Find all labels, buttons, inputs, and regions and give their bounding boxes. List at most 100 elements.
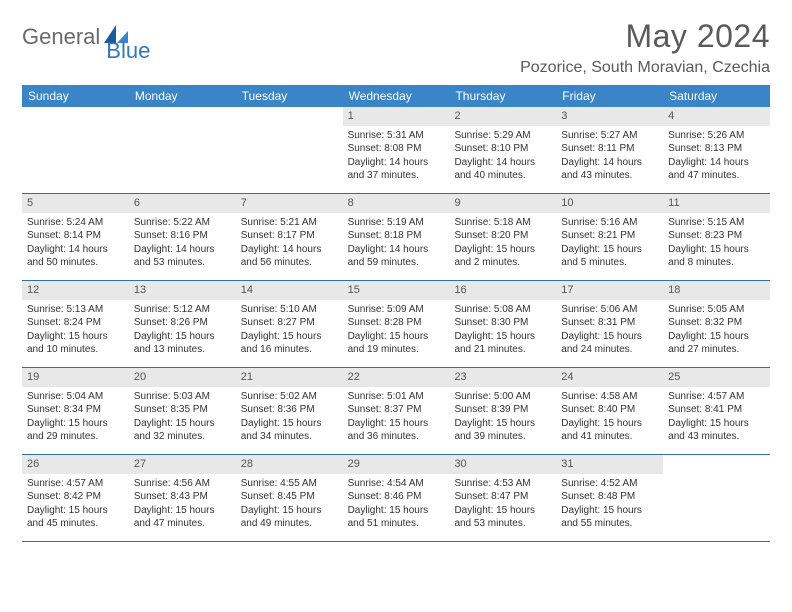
day-number: 22 [343, 368, 450, 387]
day-cell: 17Sunrise: 5:06 AMSunset: 8:31 PMDayligh… [556, 281, 663, 367]
day-cell [129, 107, 236, 193]
sunrise-text: Sunrise: 4:58 AM [561, 390, 658, 404]
daylight-text: Daylight: 15 hours and 53 minutes. [454, 504, 551, 531]
day-cell: 24Sunrise: 4:58 AMSunset: 8:40 PMDayligh… [556, 368, 663, 454]
sunrise-text: Sunrise: 5:15 AM [668, 216, 765, 230]
day-cell [663, 455, 770, 541]
weekday-label: Friday [556, 85, 663, 107]
day-cell: 11Sunrise: 5:15 AMSunset: 8:23 PMDayligh… [663, 194, 770, 280]
weekday-label: Thursday [449, 85, 556, 107]
sunset-text: Sunset: 8:24 PM [27, 316, 124, 330]
sunrise-text: Sunrise: 5:00 AM [454, 390, 551, 404]
sunrise-text: Sunrise: 5:21 AM [241, 216, 338, 230]
sunrise-text: Sunrise: 4:57 AM [27, 477, 124, 491]
sunrise-text: Sunrise: 5:03 AM [134, 390, 231, 404]
sunset-text: Sunset: 8:21 PM [561, 229, 658, 243]
weekday-header-row: Sunday Monday Tuesday Wednesday Thursday… [22, 85, 770, 107]
daylight-text: Daylight: 14 hours and 53 minutes. [134, 243, 231, 270]
day-number: 14 [236, 281, 343, 300]
sunset-text: Sunset: 8:42 PM [27, 490, 124, 504]
daylight-text: Daylight: 15 hours and 51 minutes. [348, 504, 445, 531]
calendar-grid: Sunday Monday Tuesday Wednesday Thursday… [22, 85, 770, 542]
sunset-text: Sunset: 8:10 PM [454, 142, 551, 156]
sunrise-text: Sunrise: 5:10 AM [241, 303, 338, 317]
sunset-text: Sunset: 8:39 PM [454, 403, 551, 417]
daylight-text: Daylight: 15 hours and 27 minutes. [668, 330, 765, 357]
sunrise-text: Sunrise: 4:52 AM [561, 477, 658, 491]
sunset-text: Sunset: 8:23 PM [668, 229, 765, 243]
daylight-text: Daylight: 15 hours and 43 minutes. [668, 417, 765, 444]
daylight-text: Daylight: 15 hours and 34 minutes. [241, 417, 338, 444]
day-number: 16 [449, 281, 556, 300]
sunrise-text: Sunrise: 5:29 AM [454, 129, 551, 143]
sunrise-text: Sunrise: 5:04 AM [27, 390, 124, 404]
day-number: 7 [236, 194, 343, 213]
brand-part1: General [22, 24, 100, 50]
day-cell: 31Sunrise: 4:52 AMSunset: 8:48 PMDayligh… [556, 455, 663, 541]
day-cell: 26Sunrise: 4:57 AMSunset: 8:42 PMDayligh… [22, 455, 129, 541]
sunset-text: Sunset: 8:43 PM [134, 490, 231, 504]
day-cell: 18Sunrise: 5:05 AMSunset: 8:32 PMDayligh… [663, 281, 770, 367]
day-cell: 21 Sunrise: 5:02 AMSunset: 8:36 PMDayligh… [236, 368, 343, 454]
sunset-text: Sunset: 8:18 PM [348, 229, 445, 243]
sunset-text: Sunset: 8:48 PM [561, 490, 658, 504]
sunrise-text: Sunrise: 5:26 AM [668, 129, 765, 143]
week-row: 1Sunrise: 5:31 AMSunset: 8:08 PMDaylight… [22, 107, 770, 194]
location-text: Pozorice, South Moravian, Czechia [520, 59, 770, 77]
sunset-text: Sunset: 8:41 PM [668, 403, 765, 417]
sunrise-text: Sunrise: 5:05 AM [668, 303, 765, 317]
daylight-text: Daylight: 15 hours and 47 minutes. [134, 504, 231, 531]
day-cell: 4Sunrise: 5:26 AMSunset: 8:13 PMDaylight… [663, 107, 770, 193]
calendar-page: General Blue May 2024 Pozorice, South Mo… [0, 0, 792, 560]
sunrise-text: Sunrise: 5:27 AM [561, 129, 658, 143]
sunset-text: Sunset: 8:28 PM [348, 316, 445, 330]
day-number: 3 [556, 107, 663, 126]
brand-part2: Blue [106, 38, 150, 64]
week-row: 12Sunrise: 5:13 AMSunset: 8:24 PMDayligh… [22, 281, 770, 368]
weekday-label: Wednesday [343, 85, 450, 107]
day-number: 5 [22, 194, 129, 213]
day-number: 15 [343, 281, 450, 300]
page-header: General Blue May 2024 Pozorice, South Mo… [22, 18, 770, 77]
day-cell: 29Sunrise: 4:54 AMSunset: 8:46 PMDayligh… [343, 455, 450, 541]
sunset-text: Sunset: 8:36 PM [241, 403, 338, 417]
sunrise-text: Sunrise: 5:02 AM [241, 390, 338, 404]
sunset-text: Sunset: 8:40 PM [561, 403, 658, 417]
day-cell: 8Sunrise: 5:19 AMSunset: 8:18 PMDaylight… [343, 194, 450, 280]
brand-logo: General Blue [22, 24, 176, 50]
week-row: 26Sunrise: 4:57 AMSunset: 8:42 PMDayligh… [22, 455, 770, 542]
daylight-text: Daylight: 15 hours and 16 minutes. [241, 330, 338, 357]
day-number: 24 [556, 368, 663, 387]
day-cell: 9Sunrise: 5:18 AMSunset: 8:20 PMDaylight… [449, 194, 556, 280]
sunrise-text: Sunrise: 5:08 AM [454, 303, 551, 317]
day-cell: 2Sunrise: 5:29 AMSunset: 8:10 PMDaylight… [449, 107, 556, 193]
day-number: 10 [556, 194, 663, 213]
day-number: 8 [343, 194, 450, 213]
sunrise-text: Sunrise: 5:13 AM [27, 303, 124, 317]
sunset-text: Sunset: 8:17 PM [241, 229, 338, 243]
sunrise-text: Sunrise: 5:24 AM [27, 216, 124, 230]
sunset-text: Sunset: 8:35 PM [134, 403, 231, 417]
day-cell: 20Sunrise: 5:03 AMSunset: 8:35 PMDayligh… [129, 368, 236, 454]
daylight-text: Daylight: 15 hours and 13 minutes. [134, 330, 231, 357]
sunrise-text: Sunrise: 5:18 AM [454, 216, 551, 230]
sunrise-text: Sunrise: 4:57 AM [668, 390, 765, 404]
day-number: 28 [236, 455, 343, 474]
day-number: 27 [129, 455, 236, 474]
day-cell: 7Sunrise: 5:21 AMSunset: 8:17 PMDaylight… [236, 194, 343, 280]
sunset-text: Sunset: 8:46 PM [348, 490, 445, 504]
sunset-text: Sunset: 8:27 PM [241, 316, 338, 330]
sunset-text: Sunset: 8:11 PM [561, 142, 658, 156]
month-title: May 2024 [520, 18, 770, 55]
daylight-text: Daylight: 14 hours and 43 minutes. [561, 156, 658, 183]
day-cell: 10Sunrise: 5:16 AMSunset: 8:21 PMDayligh… [556, 194, 663, 280]
day-number: 21 [236, 368, 343, 387]
daylight-text: Daylight: 15 hours and 24 minutes. [561, 330, 658, 357]
day-cell: 14 Sunrise: 5:10 AMSunset: 8:27 PMDayligh… [236, 281, 343, 367]
weekday-label: Saturday [663, 85, 770, 107]
sunrise-text: Sunrise: 5:16 AM [561, 216, 658, 230]
day-number: 11 [663, 194, 770, 213]
daylight-text: Daylight: 15 hours and 39 minutes. [454, 417, 551, 444]
daylight-text: Daylight: 15 hours and 29 minutes. [27, 417, 124, 444]
weeks-container: 1Sunrise: 5:31 AMSunset: 8:08 PMDaylight… [22, 107, 770, 542]
